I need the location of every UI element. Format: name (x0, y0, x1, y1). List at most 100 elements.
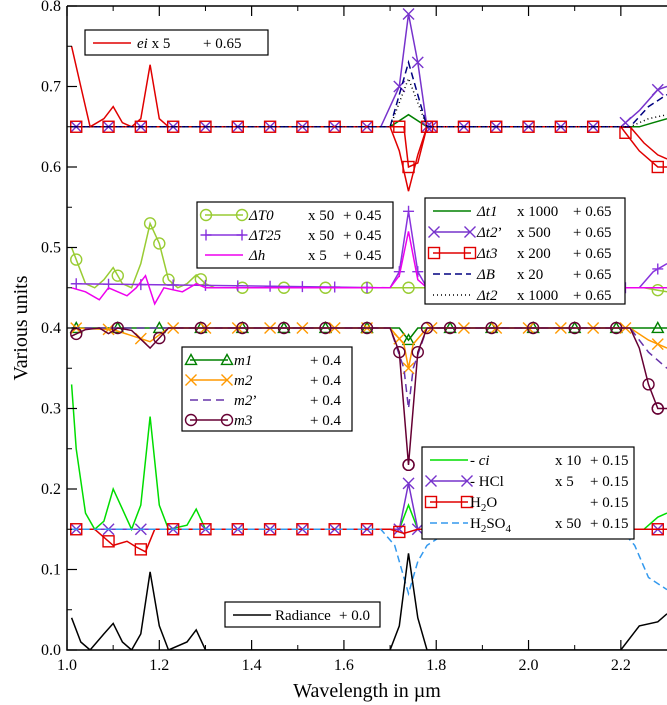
series-dT25-marker (232, 280, 244, 292)
series-m1-marker (401, 333, 416, 346)
series-dT0-marker (70, 253, 83, 266)
series-dt3-marker (393, 120, 406, 133)
legend-scale: x 50 (308, 208, 334, 224)
series-dT0-marker (143, 217, 157, 230)
legend-marker-sample (184, 353, 198, 366)
series-dT25-marker (70, 278, 82, 290)
legend-marker-sample (428, 226, 440, 238)
series-dt2p-marker (402, 8, 415, 21)
legend-offset: + 0.4 (310, 353, 341, 369)
series-ei-line (70, 46, 667, 192)
series-H2O-marker (199, 523, 212, 536)
series-rad-line (70, 553, 667, 650)
series-dT25-marker (264, 280, 276, 292)
y-tick-label: 0.3 (41, 401, 61, 418)
legend-marker-sample (236, 229, 248, 241)
legend-label: Radiance (275, 608, 331, 624)
series-m2 (70, 322, 667, 375)
series-m3-marker (420, 321, 434, 335)
legend-label: H2SO4 (470, 516, 512, 535)
legend-lower-right: - ci x 10 + 0.15 - HCl x 5 + 0.15 H2O + 0.15 H2S… (421, 446, 635, 540)
series-dB (71, 59, 667, 128)
legend-scale: x 20 (517, 267, 543, 283)
series-m2p (71, 327, 667, 409)
series-m1-marker (651, 321, 665, 334)
legend-marker-sample (425, 475, 437, 487)
series-dt2p-marker (411, 56, 424, 69)
legend-scale: x 5 (555, 474, 574, 490)
series-m2-marker (651, 338, 664, 351)
series-dt3-marker (102, 120, 115, 133)
x-tick-label: 2.2 (611, 657, 631, 674)
y-tick-label: 0.2 (41, 481, 61, 498)
legend-offset: + 0.65 (573, 204, 611, 220)
series-m3-marker (111, 321, 124, 335)
series-dh (71, 231, 667, 306)
legend-scale: x 50 (555, 516, 581, 532)
legend-offset: + 0.65 (573, 246, 611, 262)
series-m3-marker (485, 321, 498, 335)
series-m3-marker (526, 321, 540, 335)
x-tick-label: 1.0 (57, 657, 77, 674)
legend-offset: + 0.45 (343, 248, 381, 264)
y-tick-label: 0.7 (41, 79, 61, 96)
series-dT0-marker (402, 281, 415, 294)
legend-scale: x 1000 (517, 288, 558, 304)
legend-marker-sample (199, 208, 213, 222)
series-dt2p-line (71, 13, 667, 128)
legend-offset: + 0.65 (203, 36, 241, 52)
legend-bottom-center: Radiance + 0.0 (224, 601, 381, 628)
series-m3-marker (360, 321, 374, 335)
legend-label: ei x 5 (137, 36, 170, 52)
x-tick-label: 1.2 (149, 657, 169, 674)
series-dt2p-marker (651, 83, 664, 96)
legend-scale: x 500 (517, 225, 551, 241)
series-dt3-marker (586, 120, 600, 133)
legend-marker-sample (427, 246, 441, 260)
y-tick-label: 0.5 (41, 240, 61, 257)
legend-offset: + 0.15 (590, 474, 628, 490)
legend-offset: + 0.15 (590, 495, 628, 511)
legends: ei x 5 + 0.65 Δt1 x 1000 + 0.65 Δt2’ x 500 + 0.… (84, 29, 635, 628)
legend-label: m3 (234, 413, 252, 429)
legend-label: - ci (470, 453, 490, 469)
legend-box (424, 197, 626, 305)
legend-label: Δt1 (476, 204, 497, 220)
series-m3-marker (319, 321, 332, 335)
series-dT25-marker (167, 279, 179, 291)
legend-offset: + 0.45 (343, 208, 381, 224)
y-tick-label: 0.1 (41, 562, 61, 579)
legend-scale: x 5 (308, 248, 327, 264)
legend-offset: + 0.65 (573, 288, 611, 304)
legend-top-left: ei x 5 + 0.65 (84, 29, 269, 56)
legend-label: Δt3 (476, 246, 497, 262)
legend-scale: x 200 (517, 246, 551, 262)
series-dt3-marker (402, 160, 415, 174)
legend-marker-sample (200, 229, 212, 241)
legend-center-left: m1 + 0.4 m2 + 0.4 m2’ + 0.4 m3 + 0.4 (181, 346, 353, 432)
series-H2O-marker (102, 535, 115, 548)
legend-offset: + 0.65 (573, 225, 611, 241)
series-ci (70, 384, 667, 532)
series-H2O-marker (134, 543, 148, 556)
series-m3-marker (651, 402, 664, 415)
legend-marker-sample (221, 374, 233, 386)
series-m3-marker (277, 321, 291, 335)
legend-marker-sample (461, 475, 473, 487)
series-rad (70, 553, 667, 650)
legend-label: H2O (470, 495, 497, 514)
series-dt3-marker (134, 120, 148, 133)
series-m3-marker (411, 345, 424, 359)
y-axis-label: Various units (10, 275, 32, 380)
series-dT0-marker (153, 237, 166, 250)
series-m2p-line (71, 327, 667, 409)
legend-offset: + 0.65 (573, 267, 611, 283)
x-tick-label: 2.0 (519, 657, 539, 674)
legend-label: - HCl (470, 474, 504, 490)
legend-middle-left: ΔT0 x 50 + 0.45 ΔT25 x 50 + 0.45 Δh x 5 + 0.45 (196, 201, 394, 269)
legend-marker-sample (463, 246, 477, 260)
series-H2O-marker (166, 523, 180, 536)
legend-label: Δt2’ (476, 225, 502, 241)
legend-offset: + 0.4 (310, 373, 341, 389)
